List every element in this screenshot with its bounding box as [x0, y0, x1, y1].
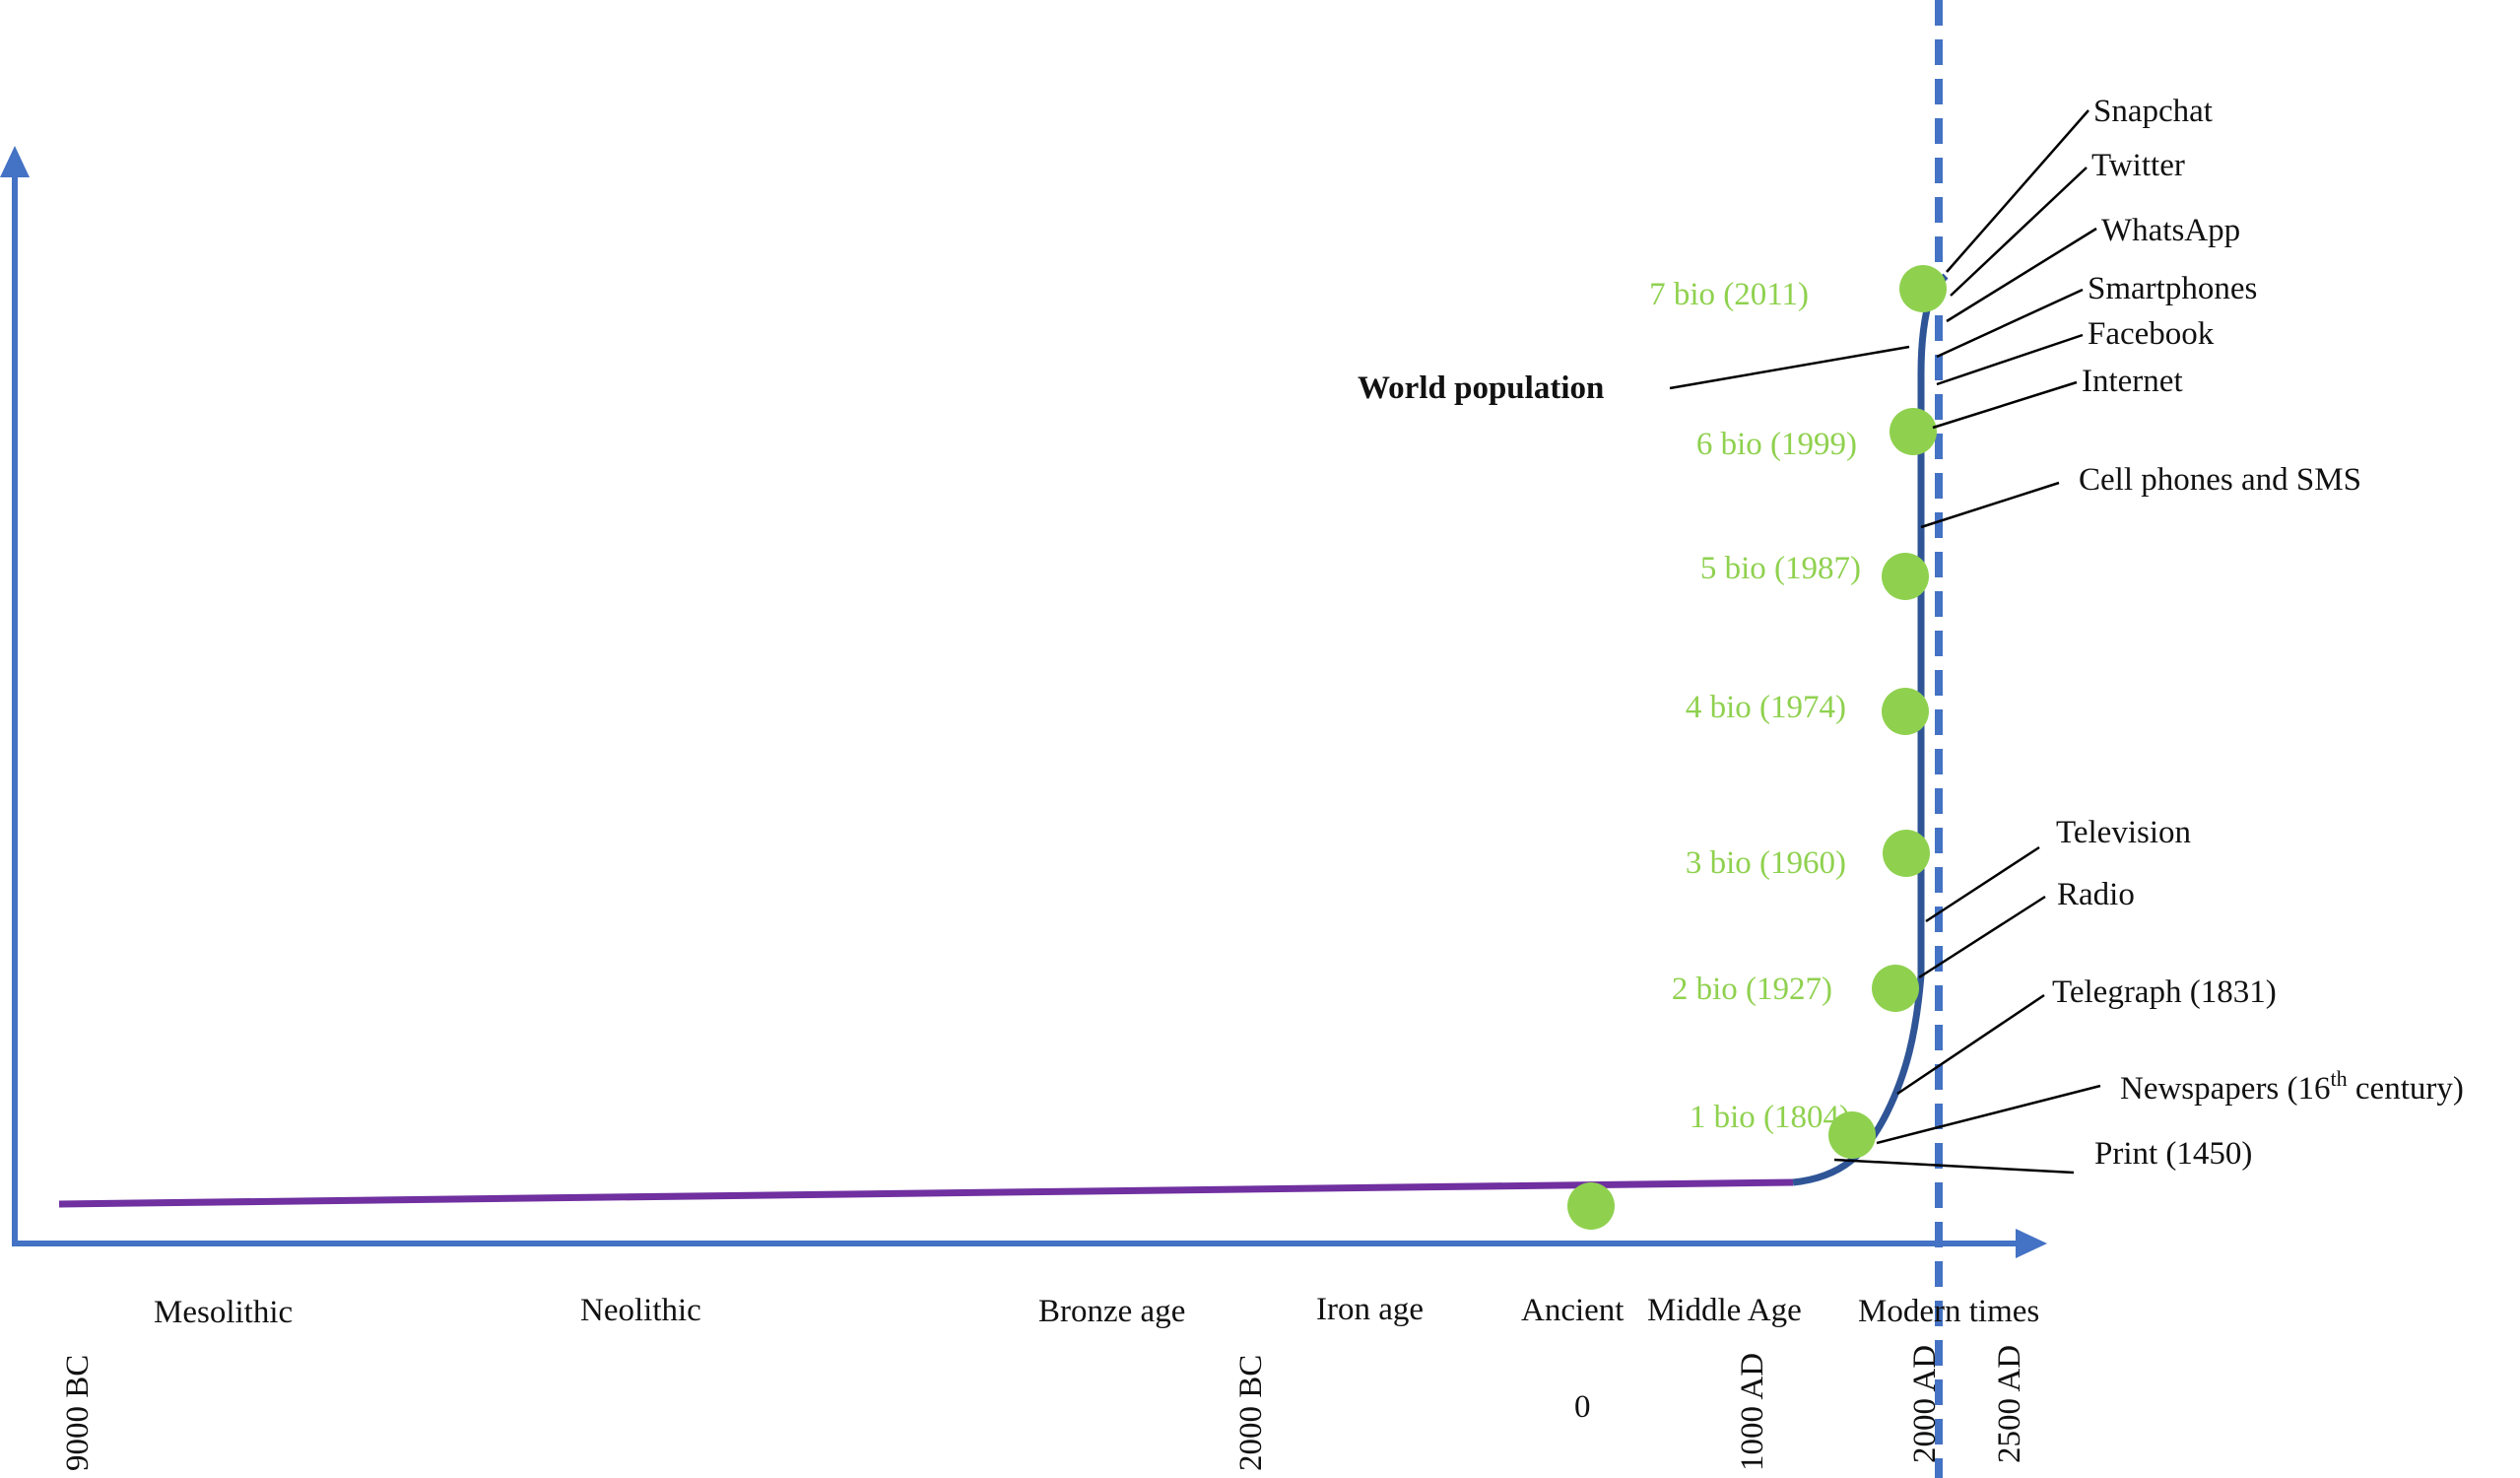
tech-label-facebook: Facebook	[2088, 316, 2215, 352]
era-label-iron-age: Iron age	[1316, 1292, 1424, 1327]
milestone-label-4: 4 bio (1974)	[1686, 690, 1846, 725]
date-label-9000bc: 9000 BC	[60, 1355, 96, 1471]
milestone-label-5: 5 bio (1987)	[1700, 551, 1861, 586]
era-label-bronze-age: Bronze age	[1038, 1294, 1185, 1329]
era-label-ancient: Ancient	[1521, 1293, 1624, 1328]
tech-leader-snapchat	[1946, 109, 2089, 273]
date-label-2500ad: 2500 AD	[1992, 1345, 2027, 1463]
date-label-0: 0	[1574, 1389, 1591, 1425]
era-label-middle-age: Middle Age	[1647, 1293, 1802, 1328]
milestone-dot-6	[1890, 408, 1937, 455]
date-label-2000ad: 2000 AD	[1907, 1345, 1943, 1463]
milestone-dot-4	[1882, 688, 1929, 735]
tech-leader-internet	[1932, 380, 2078, 430]
world-population-label: World population	[1358, 370, 1604, 406]
tech-leader-twitter	[1950, 167, 2088, 297]
tech-leader-telegraph	[1896, 993, 2045, 1096]
milestone-dot-1	[1828, 1111, 1876, 1159]
tech-label-smartphones: Smartphones	[2088, 271, 2257, 306]
tech-label-television: Television	[2056, 815, 2191, 850]
tech-label-radio: Radio	[2057, 877, 2135, 912]
tech-leader-smartphones	[1936, 288, 2084, 359]
tech-label-twitter: Twitter	[2091, 148, 2185, 183]
era-label-neolithic: Neolithic	[580, 1293, 701, 1328]
milestone-label-7: 7 bio (2011)	[1649, 277, 1809, 312]
tech-leader-newspapers	[1876, 1084, 2101, 1145]
milestone-dot-5	[1882, 553, 1929, 600]
tech-label-snapchat: Snapchat	[2093, 94, 2213, 129]
milestone-dot-2	[1872, 965, 1919, 1012]
milestone-dot-ancient	[1567, 1182, 1615, 1230]
milestone-label-6: 6 bio (1999)	[1696, 427, 1857, 462]
tech-label-telegraph: Telegraph (1831)	[2052, 974, 2277, 1010]
tech-leader-facebook	[1936, 333, 2084, 386]
tech-label-newspapers: Newspapers (16th century)	[2120, 1066, 2464, 1107]
date-label-2000bc: 2000 BC	[1233, 1355, 1269, 1471]
era-label-mesolithic: Mesolithic	[154, 1295, 293, 1330]
population-curve-early	[58, 1178, 1794, 1208]
milestone-label-1: 1 bio (1804)	[1690, 1100, 1850, 1135]
tech-label-internet: Internet	[2082, 364, 2183, 399]
tech-label-cell-phones: Cell phones and SMS	[2079, 462, 2361, 498]
tech-leader-print	[1833, 1158, 2075, 1175]
tech-label-whatsapp: WhatsApp	[2101, 213, 2240, 248]
tech-leader-whatsapp	[1946, 227, 2097, 323]
milestone-dot-3	[1883, 830, 1930, 877]
x-axis-arrowhead	[2016, 1229, 2047, 1258]
milestone-label-2: 2 bio (1927)	[1672, 972, 1832, 1007]
y-axis-arrowhead	[0, 146, 30, 177]
date-label-1000ad: 1000 AD	[1735, 1353, 1770, 1471]
tech-label-print: Print (1450)	[2094, 1136, 2252, 1172]
tech-leader-television	[1925, 845, 2040, 923]
world-population-leader	[1669, 345, 1910, 390]
milestone-dot-7	[1899, 265, 1947, 312]
milestone-label-3: 3 bio (1960)	[1686, 845, 1846, 881]
era-label-modern-times: Modern times	[1858, 1294, 2039, 1329]
tech-leader-cell-phones	[1920, 481, 2060, 529]
tech-leader-radio	[1918, 895, 2046, 979]
